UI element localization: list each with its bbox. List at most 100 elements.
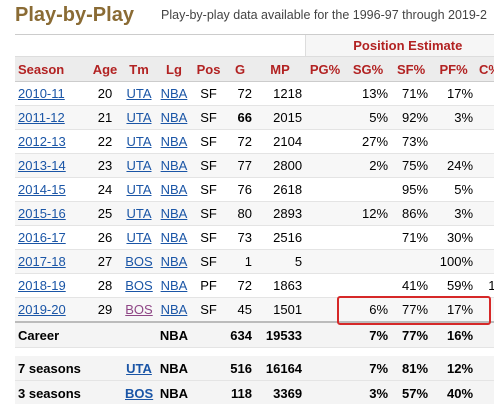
subtotal-lg: NBA bbox=[156, 356, 192, 381]
pos-cell: SF bbox=[192, 81, 225, 106]
col-age[interactable]: Age bbox=[88, 56, 122, 82]
subtotal-mp: 16164 bbox=[255, 356, 306, 381]
career-tm-blank bbox=[122, 321, 156, 348]
season-link[interactable]: 2016-17 bbox=[18, 230, 66, 245]
col-sg-pct[interactable]: SG% bbox=[345, 56, 392, 82]
pf-cell: 17% bbox=[431, 297, 477, 323]
team-link[interactable]: UTA bbox=[126, 134, 152, 149]
subtotal-lg: NBA bbox=[156, 380, 192, 404]
pf-cell: 17% bbox=[431, 81, 477, 106]
mp-cell: 1863 bbox=[255, 273, 306, 298]
team-link[interactable]: UTA bbox=[126, 182, 152, 197]
col-lg[interactable]: Lg bbox=[156, 56, 192, 82]
team-link[interactable]: UTA bbox=[126, 158, 152, 173]
col-pf-pct[interactable]: PF% bbox=[431, 56, 477, 82]
sf-cell: 41% bbox=[391, 273, 432, 298]
league-link[interactable]: NBA bbox=[160, 182, 188, 197]
subtotal-c bbox=[476, 356, 494, 381]
table-row: 2010-11 20 UTA NBA SF 72 1218 13% 71% 17… bbox=[15, 81, 494, 106]
table-row: 2014-15 24 UTA NBA SF 76 2618 95% 5% bbox=[15, 177, 494, 202]
age-cell: 28 bbox=[88, 273, 122, 298]
pf-cell: 3% bbox=[431, 201, 477, 226]
season-link[interactable]: 2014-15 bbox=[18, 182, 66, 197]
league-link[interactable]: NBA bbox=[160, 302, 188, 317]
season-link[interactable]: 2019-20 bbox=[18, 302, 66, 317]
team-link[interactable]: BOS bbox=[125, 302, 153, 317]
col-mp[interactable]: MP bbox=[255, 56, 306, 82]
age-cell: 21 bbox=[88, 105, 122, 130]
subtotal-age-blank bbox=[88, 380, 122, 404]
col-pos[interactable]: Pos bbox=[192, 56, 225, 82]
age-cell: 23 bbox=[88, 153, 122, 178]
pg-cell bbox=[305, 249, 346, 274]
subtotal-sg: 3% bbox=[345, 380, 392, 404]
table-row: 2013-14 23 UTA NBA SF 77 2800 2% 75% 24% bbox=[15, 153, 494, 178]
c-cell bbox=[476, 201, 494, 226]
career-sf: 77% bbox=[391, 321, 432, 348]
season-link[interactable]: 2012-13 bbox=[18, 134, 66, 149]
subtotal-label: 3 seasons bbox=[15, 380, 88, 404]
subtotal-sg: 7% bbox=[345, 356, 392, 381]
age-cell: 24 bbox=[88, 177, 122, 202]
overheader-blank bbox=[15, 34, 306, 57]
col-pg-pct[interactable]: PG% bbox=[305, 56, 346, 82]
pos-cell: SF bbox=[192, 153, 225, 178]
team-link[interactable]: UTA bbox=[126, 230, 152, 245]
career-age-blank bbox=[88, 321, 122, 348]
team-link[interactable]: BOS bbox=[125, 254, 153, 269]
pf-cell: 5% bbox=[431, 177, 477, 202]
pos-cell: SF bbox=[192, 105, 225, 130]
age-cell: 22 bbox=[88, 129, 122, 154]
col-sf-pct[interactable]: SF% bbox=[391, 56, 432, 82]
col-tm[interactable]: Tm bbox=[122, 56, 156, 82]
season-link[interactable]: 2010-11 bbox=[18, 86, 65, 101]
age-cell: 26 bbox=[88, 225, 122, 250]
c-cell bbox=[476, 129, 494, 154]
sg-cell: 27% bbox=[345, 129, 392, 154]
pos-cell: SF bbox=[192, 177, 225, 202]
league-link[interactable]: NBA bbox=[160, 278, 188, 293]
pf-cell: 59% bbox=[431, 273, 477, 298]
c-cell bbox=[476, 249, 494, 274]
table-row: 2018-19 28 BOS NBA PF 72 1863 41% 59% 1% bbox=[15, 273, 494, 298]
c-cell bbox=[476, 153, 494, 178]
league-link[interactable]: NBA bbox=[160, 158, 188, 173]
page-header: Play-by-Play Play-by-play data available… bbox=[0, 0, 494, 30]
col-c-pct[interactable]: C% bbox=[476, 56, 494, 82]
season-link[interactable]: 2013-14 bbox=[18, 158, 66, 173]
games-cell: 72 bbox=[225, 129, 255, 154]
team-link[interactable]: BOS bbox=[125, 278, 153, 293]
col-season[interactable]: Season bbox=[15, 56, 88, 82]
team-subtotal-row: 3 seasons BOS NBA 118 3369 3% 57% 40% bbox=[15, 380, 494, 404]
column-header-row: Season Age Tm Lg Pos G MP PG% SG% SF% PF… bbox=[15, 56, 494, 82]
team-link[interactable]: UTA bbox=[126, 86, 152, 101]
col-g[interactable]: G bbox=[225, 56, 255, 82]
league-link[interactable]: NBA bbox=[160, 110, 188, 125]
games-cell: 80 bbox=[225, 201, 255, 226]
league-link[interactable]: NBA bbox=[160, 86, 188, 101]
career-pg bbox=[305, 321, 346, 348]
league-link[interactable]: NBA bbox=[160, 206, 188, 221]
team-link[interactable]: UTA bbox=[126, 206, 152, 221]
play-by-play-table-container: Position Estimate Season Age Tm Lg Pos G… bbox=[15, 34, 494, 404]
games-cell: 72 bbox=[225, 81, 255, 106]
season-link[interactable]: 2018-19 bbox=[18, 278, 66, 293]
sg-cell: 5% bbox=[345, 105, 392, 130]
sf-cell: 71% bbox=[391, 225, 432, 250]
league-link[interactable]: NBA bbox=[160, 134, 188, 149]
pf-cell: 3% bbox=[431, 105, 477, 130]
career-c bbox=[476, 321, 494, 348]
season-link[interactable]: 2017-18 bbox=[18, 254, 66, 269]
subtotal-games: 516 bbox=[225, 356, 255, 381]
pf-cell: 100% bbox=[431, 249, 477, 274]
team-link[interactable]: UTA bbox=[126, 360, 152, 376]
league-link[interactable]: NBA bbox=[160, 230, 188, 245]
pos-cell: SF bbox=[192, 129, 225, 154]
team-link[interactable]: BOS bbox=[125, 385, 154, 401]
season-link[interactable]: 2011-12 bbox=[18, 110, 65, 125]
sf-cell: 75% bbox=[391, 153, 432, 178]
league-link[interactable]: NBA bbox=[160, 254, 188, 269]
season-link[interactable]: 2015-16 bbox=[18, 206, 66, 221]
subtotal-games: 118 bbox=[225, 380, 255, 404]
team-link[interactable]: UTA bbox=[126, 110, 152, 125]
